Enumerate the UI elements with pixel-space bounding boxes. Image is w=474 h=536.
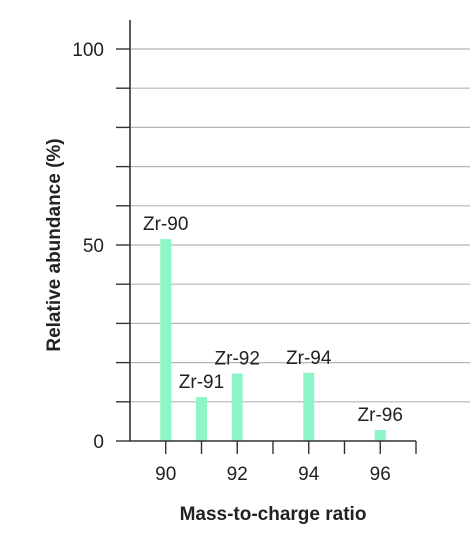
bar-label-zr-92: Zr-92 <box>215 349 260 370</box>
y-axis-title: Relative abundance (%) <box>44 138 65 351</box>
bar-zr-96 <box>374 430 386 441</box>
grid-lines <box>130 48 470 403</box>
x-axis-title: Mass-to-charge ratio <box>180 504 367 525</box>
ticks <box>116 48 417 454</box>
bars <box>160 239 386 441</box>
x-tick-label-96: 96 <box>370 464 391 485</box>
y-tick-label-50: 50 <box>83 236 104 257</box>
bar-label-zr-90: Zr-90 <box>143 214 188 235</box>
bar-zr-94 <box>303 372 315 441</box>
bar-label-zr-94: Zr-94 <box>286 348 332 369</box>
bar-zr-91 <box>196 397 207 441</box>
y-tick-label-0: 0 <box>93 432 104 453</box>
x-tick-label-94: 94 <box>298 464 320 485</box>
x-tick-label-92: 92 <box>227 464 248 485</box>
bar-label-zr-91: Zr-91 <box>179 372 224 393</box>
x-tick-label-90: 90 <box>155 464 176 485</box>
bar-zr-92 <box>231 373 243 441</box>
y-tick-label-100: 100 <box>72 40 104 61</box>
bar-zr-90 <box>160 239 172 441</box>
bar-label-zr-96: Zr-96 <box>358 405 403 426</box>
